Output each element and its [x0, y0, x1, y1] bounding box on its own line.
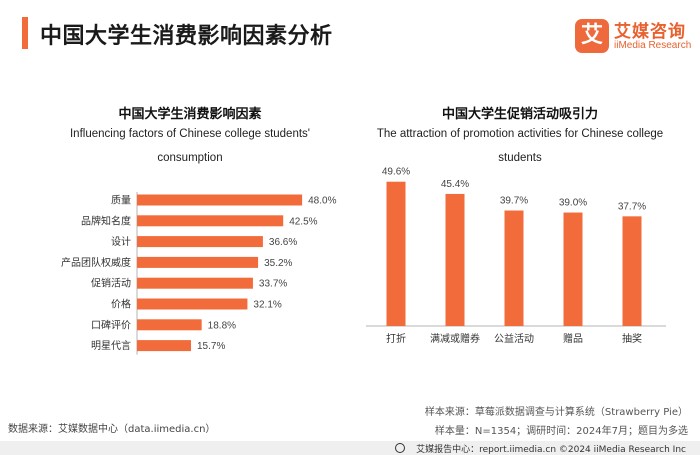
left-chart-value-label: 36.6%: [269, 237, 297, 248]
left-chart-bar: [137, 277, 253, 289]
logo-english-name: iiMedia Research: [614, 40, 692, 51]
right-chart-category-label: 满减或赠券: [430, 332, 480, 345]
right-chart-category-label: 公益活动: [494, 332, 534, 345]
logo-chinese-name: 艾媒咨询: [614, 22, 686, 42]
left-chart-category-label: 口碑评价: [91, 318, 131, 331]
left-chart-category-label: 质量: [111, 195, 131, 207]
page-title: 中国大学生消费影响因素分析: [40, 24, 333, 49]
footer-bar: 艾媒报告中心：report.iimedia.cn ©2024 iiMedia R…: [0, 441, 700, 455]
right-chart-value-label: 49.6%: [382, 167, 410, 178]
sample-notes: 样本来源：草莓派数据调查与计算系统（Strawberry Pie） 样本量：N=…: [425, 403, 688, 441]
left-chart-value-label: 35.2%: [264, 258, 292, 269]
left-chart-value-label: 33.7%: [259, 279, 287, 290]
right-chart-bar: [622, 216, 642, 326]
right-chart-subtitle: The attraction of promotion activities f…: [360, 122, 680, 170]
sample-info-note: 样本量：N=1354；调研时间：2024年7月；题目为多选: [434, 426, 688, 437]
footer-text: 艾媒报告中心：report.iimedia.cn ©2024 iiMedia R…: [416, 445, 686, 455]
left-chart-bar: [137, 215, 284, 227]
right-chart-bar: [504, 210, 524, 326]
left-chart-category-label: 设计: [111, 235, 131, 248]
right-chart-subtitle-line-2: students: [498, 152, 542, 164]
right-chart-category-label: 抽奖: [622, 332, 642, 345]
right-chart-value-label: 39.7%: [500, 196, 528, 207]
left-chart-bar: [137, 340, 192, 352]
right-chart-bar: [386, 181, 406, 326]
left-chart-bar: [137, 298, 248, 310]
right-chart-title: 中国大学生促销活动吸引力: [441, 107, 598, 122]
logo-mark: 艾: [575, 19, 609, 53]
left-chart-value-label: 32.1%: [253, 300, 281, 311]
right-chart-bar: [563, 212, 583, 326]
left-chart-bar: [137, 236, 263, 248]
right-chart-category-label: 打折: [386, 332, 406, 345]
left-chart-bar: [137, 194, 303, 206]
report-center-icon: [395, 443, 405, 453]
left-chart-value-label: 15.7%: [197, 341, 225, 352]
right-chart-value-label: 45.4%: [441, 179, 469, 190]
iimedia-logo: 艾 艾媒咨询 iiMedia Research: [575, 17, 693, 57]
left-chart-category-label: 产品团队权威度: [61, 256, 131, 269]
left-chart-subtitle-line-2: consumption: [157, 152, 223, 164]
right-chart-subtitle-line-1: The attraction of promotion activities f…: [376, 128, 664, 140]
left-chart-title: 中国大学生消费影响因素: [118, 107, 262, 122]
left-chart-subtitle: Influencing factors of Chinese college s…: [40, 122, 340, 170]
left-chart-category-label: 品牌知名度: [81, 214, 131, 227]
left-chart-category-label: 明星代言: [91, 339, 131, 352]
right-chart-value-label: 37.7%: [618, 201, 646, 212]
left-chart-category-label: 价格: [111, 298, 131, 311]
left-chart-value-label: 18.8%: [208, 320, 236, 331]
left-chart-category-label: 促销活动: [91, 277, 131, 290]
right-chart-category-label: 赠品: [563, 332, 583, 345]
left-chart-subtitle-line-1: Influencing factors of Chinese college s…: [69, 128, 310, 140]
left-chart-value-label: 42.5%: [289, 216, 317, 227]
data-source-note: 数据来源：艾媒数据中心（data.iimedia.cn）: [8, 424, 216, 435]
left-chart-bar: [137, 256, 259, 268]
right-chart-value-label: 39.0%: [559, 198, 587, 209]
right-chart-bar: [445, 193, 465, 326]
sample-source-note: 样本来源：草莓派数据调查与计算系统（Strawberry Pie）: [424, 407, 688, 418]
title-accent-bar: [22, 17, 28, 49]
left-chart-bar: [137, 319, 202, 331]
left-chart-value-label: 48.0%: [308, 196, 336, 207]
